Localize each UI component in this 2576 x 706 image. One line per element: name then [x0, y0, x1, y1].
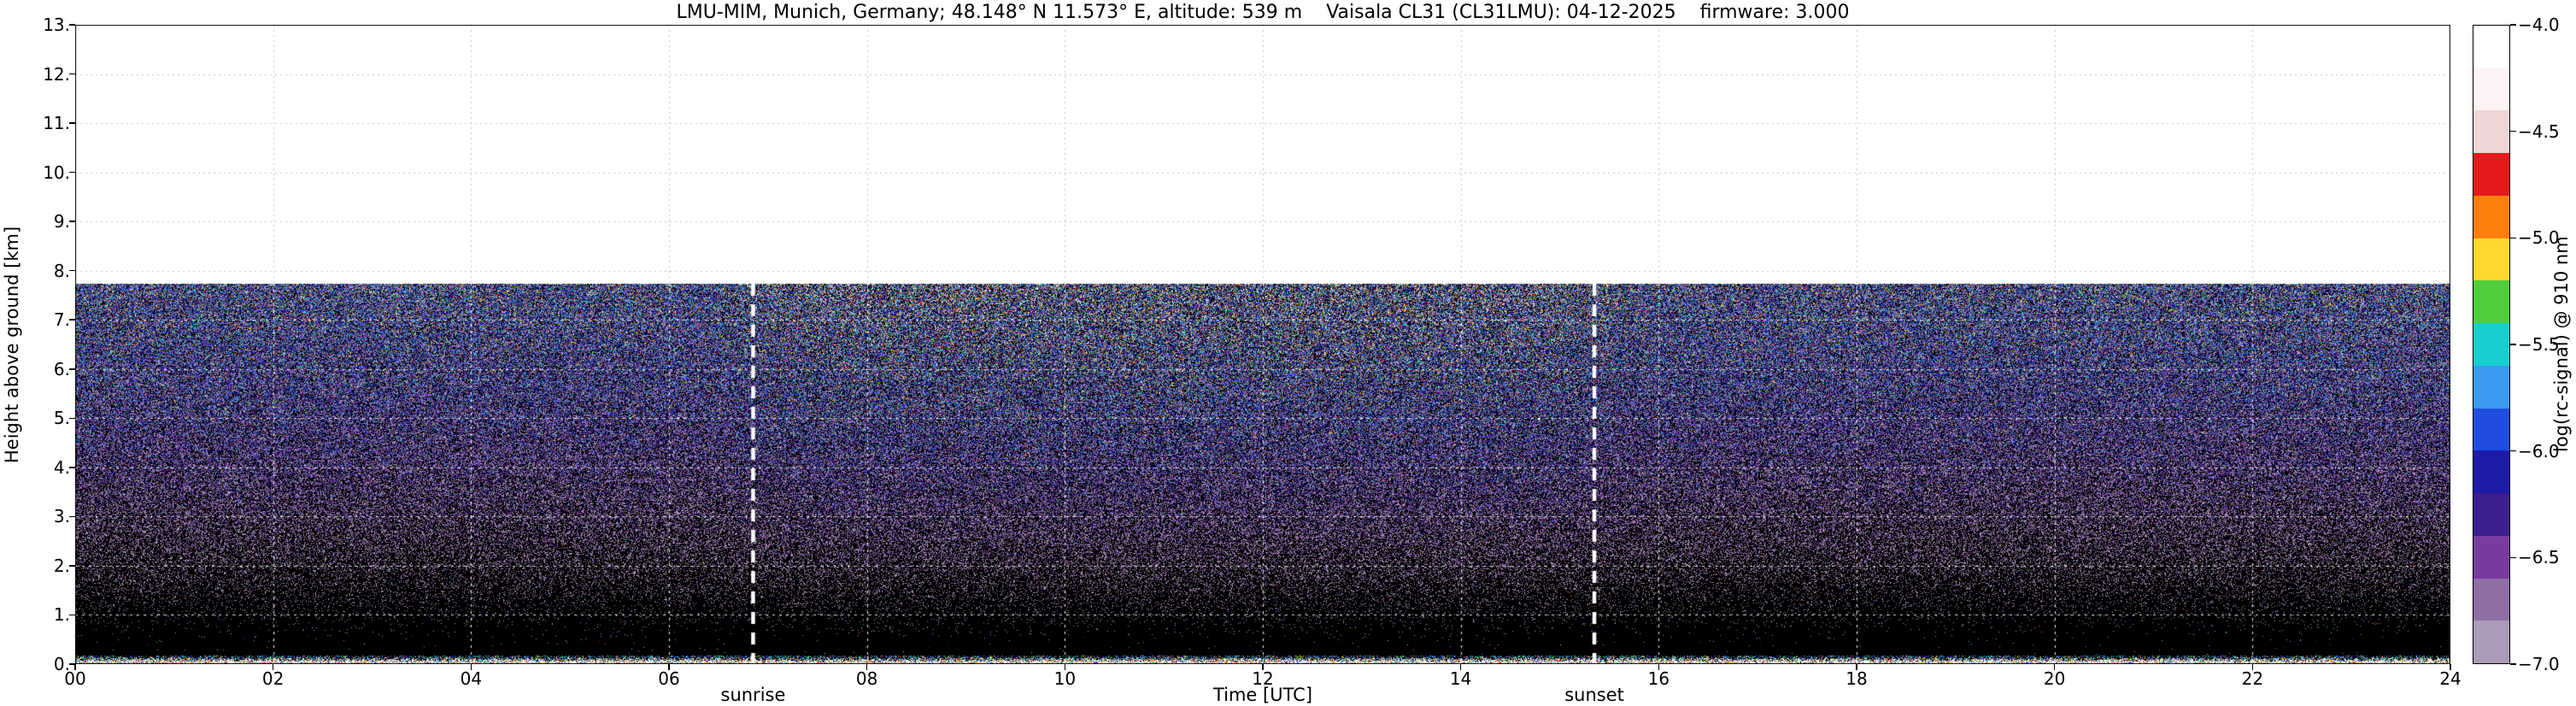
colorbar [2473, 25, 2510, 664]
colorbar-tick-label: −6.0 [2518, 440, 2560, 462]
y-tick-mark [69, 24, 75, 26]
y-tick-mark [69, 417, 75, 420]
x-tick-mark [2251, 664, 2254, 670]
colorbar-tick-label: −7.0 [2518, 654, 2560, 674]
colorbar-tick-label: −5.0 [2518, 227, 2560, 249]
x-tick-mark [2053, 664, 2056, 670]
colorbar-segment [2473, 578, 2509, 621]
x-tick-mark [1459, 664, 1462, 670]
colorbar-tick-mark [2510, 237, 2516, 239]
y-tick-label: 8. [53, 260, 70, 281]
x-tick-mark [470, 664, 472, 670]
y-tick-label: 10. [43, 162, 70, 183]
y-tick-mark [69, 368, 75, 370]
x-tick-mark [1856, 664, 1857, 670]
x-tick-mark [1262, 664, 1264, 670]
y-tick-label: 12. [43, 63, 70, 85]
x-tick-mark [74, 664, 76, 670]
x-tick-label: 00 [64, 668, 86, 689]
x-tick-label: 06 [658, 668, 680, 689]
x-tick-label: 16 [1647, 668, 1670, 689]
y-tick-mark [69, 171, 75, 174]
colorbar-tick-label: −6.5 [2518, 547, 2560, 568]
x-tick-label: 22 [2241, 668, 2264, 689]
y-tick-label: 4. [53, 456, 70, 478]
x-tick-label: 02 [261, 668, 285, 689]
y-tick-mark [69, 565, 75, 567]
x-tick-mark [668, 664, 670, 670]
x-tick-mark [1658, 664, 1660, 670]
x-tick-label: 04 [460, 668, 483, 689]
y-tick-label: 6. [53, 358, 70, 379]
colorbar-segment [2473, 621, 2509, 664]
x-tick-mark [1064, 664, 1066, 670]
y-tick-mark [69, 467, 75, 468]
y-tick-mark [69, 269, 75, 272]
colorbar-segment [2473, 68, 2509, 111]
colorbar-segment [2473, 238, 2509, 281]
heatmap-plot [75, 25, 2450, 664]
colorbar-segment [2473, 110, 2509, 154]
y-tick-mark [69, 73, 75, 75]
y-tick-label: 7. [53, 309, 70, 331]
colorbar-tick-label: −5.5 [2518, 334, 2560, 355]
y-axis-label: Height above ground [km] [2, 226, 22, 463]
y-tick-label: 0. [53, 654, 70, 674]
y-tick-label: 11. [43, 113, 70, 134]
x-tick-label: 18 [1845, 668, 1868, 689]
x-tick-mark [866, 664, 868, 670]
plot-title: LMU-MIM, Munich, Germany; 48.148° N 11.5… [676, 2, 1850, 23]
colorbar-segment [2473, 535, 2509, 579]
x-tick-label: 12 [1252, 668, 1274, 689]
x-tick-label: 20 [2043, 668, 2066, 689]
colorbar-tick-label: −4.5 [2518, 121, 2560, 142]
y-tick-label: 2. [53, 555, 70, 576]
colorbar-segment [2473, 365, 2509, 409]
y-tick-mark [69, 663, 75, 665]
y-tick-label: 1. [53, 604, 70, 626]
y-tick-mark [69, 221, 75, 222]
colorbar-tick-mark [2510, 450, 2516, 452]
y-tick-label: 13. [43, 15, 70, 35]
colorbar-segment [2473, 195, 2509, 238]
x-tick-label: 08 [855, 668, 878, 689]
colorbar-tick-mark [2510, 24, 2516, 26]
x-tick-label: 14 [1449, 668, 1472, 689]
x-tick-mark [2450, 664, 2451, 670]
x-tick-mark [272, 664, 274, 670]
colorbar-segment [2473, 153, 2509, 196]
colorbar-tick-mark [2510, 130, 2516, 132]
y-tick-label: 3. [53, 506, 70, 527]
colorbar-tick-mark [2510, 556, 2516, 559]
colorbar-segment [2473, 323, 2509, 366]
y-tick-mark [69, 515, 75, 518]
sunrise-label: sunrise [720, 685, 786, 705]
colorbar-segment [2473, 408, 2509, 451]
x-tick-label: 24 [2439, 668, 2462, 689]
y-tick-label: 5. [53, 408, 70, 429]
y-tick-mark [69, 122, 75, 124]
x-tick-label: 10 [1053, 668, 1077, 689]
y-tick-label: 9. [53, 211, 70, 232]
x-axis-label: Time [UTC] [1212, 685, 1313, 705]
colorbar-tick-label: −4.0 [2518, 15, 2560, 35]
colorbar-segment [2473, 450, 2509, 494]
colorbar-tick-mark [2510, 344, 2516, 345]
y-tick-mark [69, 614, 75, 616]
sunset-label: sunset [1564, 685, 1624, 705]
colorbar-segment [2473, 26, 2509, 68]
y-tick-mark [69, 319, 75, 321]
colorbar-segment [2473, 280, 2509, 324]
colorbar-tick-mark [2510, 663, 2516, 665]
colorbar-segment [2473, 493, 2509, 536]
